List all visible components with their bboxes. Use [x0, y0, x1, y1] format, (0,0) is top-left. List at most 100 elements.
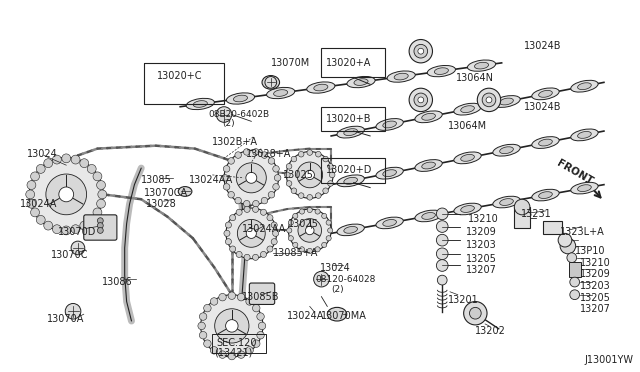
Bar: [543, 221, 562, 234]
Text: 13024: 13024: [319, 263, 350, 273]
Ellipse shape: [539, 192, 552, 199]
Text: 13085B: 13085B: [241, 292, 279, 302]
Text: SEC.120: SEC.120: [216, 337, 257, 347]
Ellipse shape: [467, 60, 495, 71]
Circle shape: [97, 222, 103, 228]
Text: 13070A: 13070A: [47, 314, 84, 324]
Circle shape: [560, 238, 575, 254]
Circle shape: [297, 162, 323, 188]
Text: 13210: 13210: [580, 258, 611, 268]
Circle shape: [211, 347, 218, 354]
Text: 13024B: 13024B: [524, 102, 561, 112]
Bar: [321, 107, 385, 131]
Circle shape: [214, 309, 249, 343]
Text: 1302B+A: 1302B+A: [212, 137, 259, 147]
Circle shape: [87, 164, 96, 173]
Circle shape: [31, 208, 40, 217]
Ellipse shape: [493, 96, 520, 108]
Circle shape: [322, 214, 327, 218]
Circle shape: [515, 199, 530, 215]
Circle shape: [253, 206, 259, 212]
Circle shape: [230, 215, 236, 221]
Circle shape: [273, 183, 279, 190]
Circle shape: [93, 172, 102, 181]
Circle shape: [291, 188, 297, 193]
Circle shape: [52, 155, 61, 164]
Ellipse shape: [577, 83, 591, 90]
Circle shape: [27, 181, 36, 189]
Text: 13207: 13207: [580, 304, 611, 314]
Text: 13P10: 13P10: [575, 246, 605, 256]
Circle shape: [305, 170, 314, 180]
Circle shape: [71, 241, 84, 255]
Circle shape: [328, 228, 333, 233]
Circle shape: [463, 302, 487, 325]
Circle shape: [52, 225, 61, 234]
Ellipse shape: [500, 199, 513, 205]
Circle shape: [243, 149, 250, 155]
Text: 13070C: 13070C: [51, 250, 88, 260]
Circle shape: [286, 164, 292, 169]
Circle shape: [26, 190, 35, 199]
Circle shape: [211, 298, 218, 305]
Ellipse shape: [500, 147, 513, 154]
Text: 13209: 13209: [580, 269, 611, 279]
Circle shape: [570, 277, 580, 287]
Ellipse shape: [394, 73, 408, 80]
Text: 13028: 13028: [146, 199, 177, 209]
Ellipse shape: [337, 175, 364, 187]
Circle shape: [268, 192, 275, 198]
Ellipse shape: [227, 93, 255, 104]
Circle shape: [305, 226, 314, 235]
Circle shape: [228, 292, 236, 299]
Ellipse shape: [354, 79, 368, 86]
Text: 13020+B: 13020+B: [326, 113, 371, 124]
Text: 1323L+A: 1323L+A: [560, 227, 605, 237]
Ellipse shape: [454, 103, 481, 115]
Circle shape: [567, 253, 577, 263]
Circle shape: [436, 208, 448, 220]
FancyBboxPatch shape: [84, 215, 117, 240]
Ellipse shape: [454, 203, 481, 215]
Text: 13064M: 13064M: [448, 121, 487, 131]
Circle shape: [273, 230, 278, 236]
Circle shape: [224, 151, 278, 205]
Ellipse shape: [376, 217, 403, 229]
Circle shape: [267, 246, 273, 252]
Circle shape: [286, 181, 292, 186]
Ellipse shape: [344, 227, 358, 233]
Text: 13209: 13209: [466, 227, 497, 237]
Ellipse shape: [179, 187, 192, 196]
Circle shape: [260, 209, 266, 215]
Circle shape: [323, 156, 328, 162]
Circle shape: [257, 331, 264, 339]
Circle shape: [558, 233, 572, 247]
Circle shape: [244, 254, 250, 260]
Ellipse shape: [267, 87, 295, 99]
Circle shape: [246, 228, 257, 238]
Circle shape: [287, 228, 292, 233]
Circle shape: [409, 88, 433, 112]
Circle shape: [201, 295, 263, 357]
Text: 13202: 13202: [476, 326, 506, 336]
Ellipse shape: [376, 119, 403, 130]
Bar: [569, 262, 580, 277]
Ellipse shape: [422, 113, 435, 120]
Circle shape: [286, 151, 333, 198]
Circle shape: [244, 206, 250, 212]
Text: (13421): (13421): [214, 347, 253, 357]
Circle shape: [314, 271, 329, 287]
Text: 13064N: 13064N: [456, 73, 494, 83]
Text: 13024B: 13024B: [524, 41, 561, 51]
Text: 08B20-6402B: 08B20-6402B: [209, 110, 269, 119]
Circle shape: [71, 155, 80, 164]
Circle shape: [330, 172, 335, 178]
Text: 08120-64028: 08120-64028: [316, 275, 376, 284]
Text: 13070D: 13070D: [58, 227, 97, 237]
Ellipse shape: [234, 95, 248, 102]
Circle shape: [36, 164, 45, 173]
Bar: [321, 48, 385, 77]
Circle shape: [225, 320, 238, 332]
Ellipse shape: [186, 98, 214, 110]
Circle shape: [261, 152, 268, 158]
